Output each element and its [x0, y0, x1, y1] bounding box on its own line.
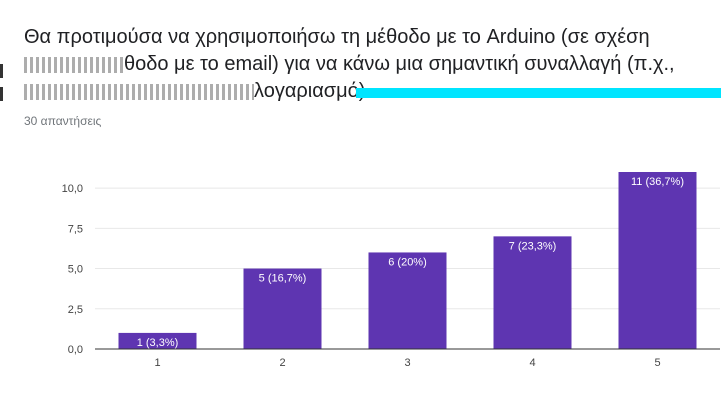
bar [243, 268, 322, 349]
y-tick-label: 7,5 [68, 223, 83, 235]
x-tick-label: 5 [654, 357, 660, 369]
y-tick-label: 2,5 [68, 304, 83, 316]
response-count: 30 απαντήσεις [24, 114, 102, 128]
question-line-1: Θα προτιμούσα να χρησιμοποιήσω τη μέθοδο… [24, 26, 650, 48]
redacted-text [24, 83, 254, 100]
question-line-3: λογαριασμό). [24, 78, 714, 105]
x-tick-label: 2 [279, 357, 285, 369]
question-text: Θα προτιμούσα να χρησιμοποιήσω τη μέθοδο… [24, 24, 714, 105]
data-label: 5 (16,7%) [259, 273, 307, 285]
question-line-2-text: θοδο με το email) για να κάνω μια σημαντ… [124, 53, 675, 75]
question-line-2: θοδο με το email) για να κάνω μια σημαντ… [24, 51, 714, 78]
data-label: 11 (36,7%) [631, 176, 684, 188]
data-label: 6 (20%) [388, 256, 427, 268]
x-tick-label: 1 [154, 357, 160, 369]
x-tick-label: 4 [529, 357, 535, 369]
x-tick-label: 3 [404, 357, 410, 369]
redacted-text [24, 56, 124, 73]
y-tick-label: 5,0 [68, 264, 83, 276]
y-tick-label: 10,0 [62, 183, 83, 195]
edge-mark [0, 64, 3, 78]
y-tick-label: 0,0 [68, 344, 83, 356]
highlight-strip [356, 88, 721, 98]
bar [618, 172, 697, 349]
bar [493, 236, 572, 349]
bar [368, 252, 447, 349]
data-label: 1 (3,3%) [137, 337, 179, 349]
edge-mark [0, 87, 3, 101]
bar [118, 332, 197, 349]
data-label: 7 (23,3%) [509, 240, 557, 252]
question-line-3-text: λογαριασμό). [254, 80, 371, 102]
